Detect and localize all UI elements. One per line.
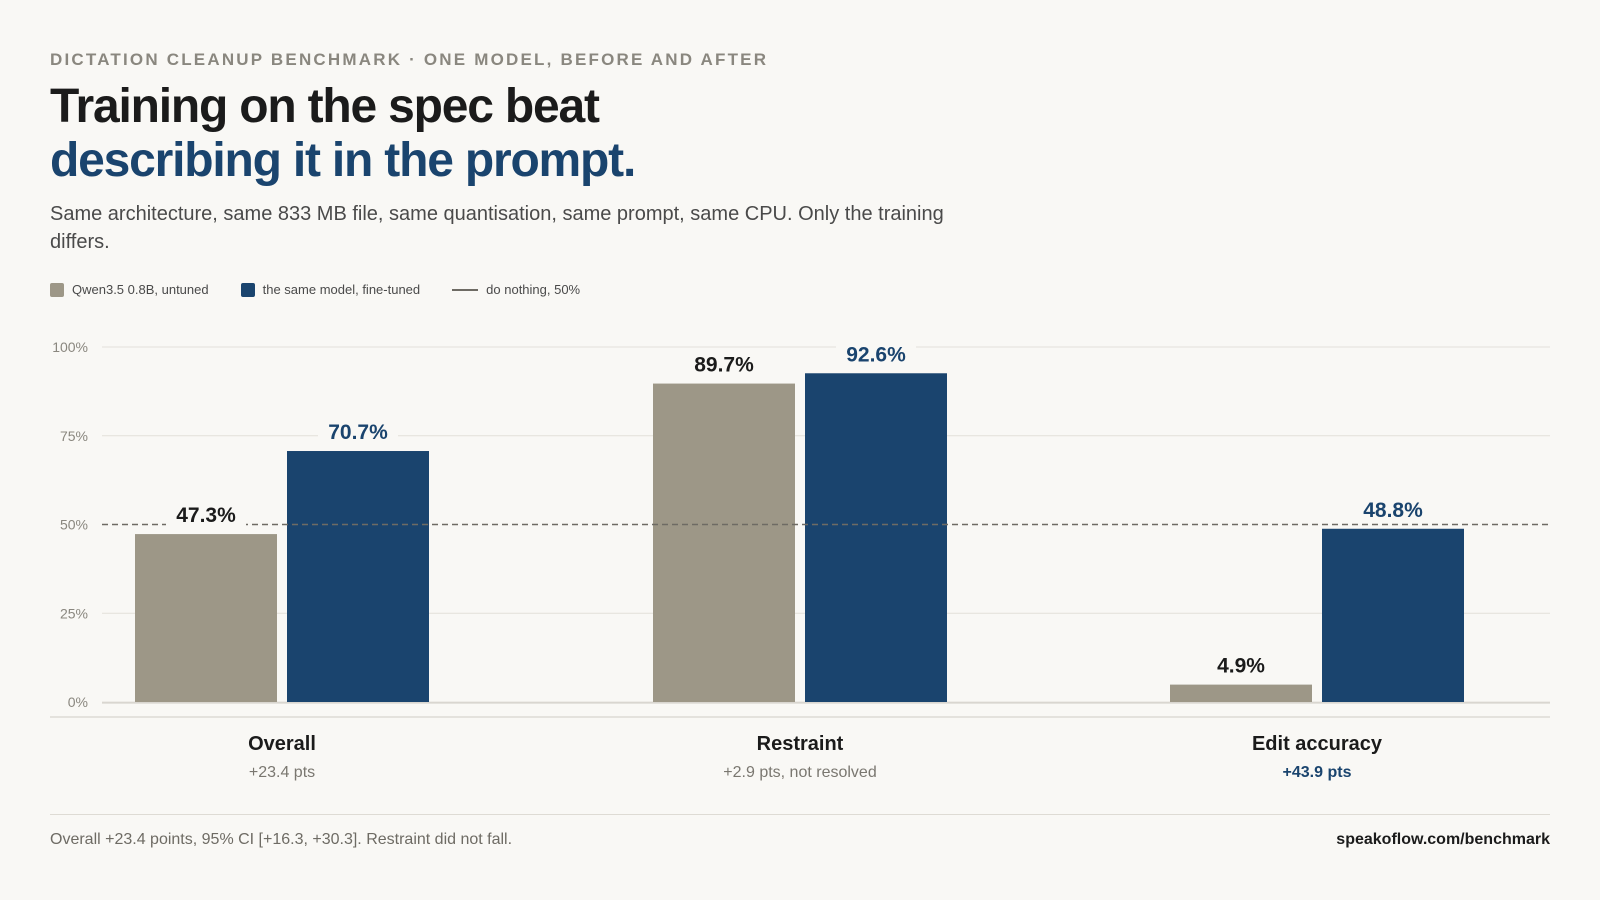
group-label-edit-accuracy: Edit accuracy +43.9 pts xyxy=(1167,733,1467,782)
chart-legend: Qwen3.5 0.8B, untuned the same model, fi… xyxy=(50,282,612,297)
bar-untuned-1 xyxy=(653,383,795,702)
footnote: Overall +23.4 points, 95% CI [+16.3, +30… xyxy=(50,831,513,848)
legend-label-finetuned: the same model, fine-tuned xyxy=(262,282,421,297)
chart-title: Training on the spec beat describing it … xyxy=(50,80,636,188)
footer-divider xyxy=(50,814,1550,815)
group-delta-overall: +23.4 pts xyxy=(248,764,316,781)
group-delta-restraint: +2.9 pts, not resolved xyxy=(723,764,877,781)
data-label: 92.6% xyxy=(846,343,906,366)
bar-chart: 0% 25% 50% 75% 100% 47.3% 89.7% 4.9% 70.7% 92.6% 4… xyxy=(50,339,1550,718)
bar-finetuned-0 xyxy=(287,451,429,702)
group-name-overall: Overall xyxy=(248,733,316,755)
legend-swatch-finetuned xyxy=(240,282,255,297)
legend-item-untuned: Qwen3.5 0.8B, untuned xyxy=(50,282,209,297)
legend-line-baseline xyxy=(452,288,479,291)
data-label-bg xyxy=(166,500,246,529)
data-label: 48.8% xyxy=(1363,499,1423,522)
legend-item-finetuned: the same model, fine-tuned xyxy=(240,282,421,297)
data-label: 47.3% xyxy=(176,504,236,527)
chart-subtitle: Same architecture, same 833 MB file, sam… xyxy=(50,203,944,253)
data-label: 4.9% xyxy=(1217,655,1265,678)
y-tick-label: 25% xyxy=(60,605,88,621)
chart-title-line-1: Training on the spec beat xyxy=(50,80,600,133)
data-label-bg xyxy=(1201,650,1281,679)
group-delta-edit-accuracy: +43.9 pts xyxy=(1282,764,1352,781)
chart-eyebrow: DICTATION CLEANUP BENCHMARK · ONE MODEL,… xyxy=(50,50,769,69)
legend-label-baseline: do nothing, 50% xyxy=(486,282,581,297)
y-tick-label: 50% xyxy=(60,517,88,533)
legend-label-untuned: Qwen3.5 0.8B, untuned xyxy=(72,282,209,297)
y-tick-label: 75% xyxy=(60,428,88,444)
data-label: 70.7% xyxy=(328,421,388,444)
data-label-bg xyxy=(1353,494,1433,523)
data-label: 89.7% xyxy=(694,354,754,377)
bar-finetuned-2 xyxy=(1322,528,1464,702)
bar-untuned-0 xyxy=(135,534,277,702)
group-label-restraint: Restraint +2.9 pts, not resolved xyxy=(650,733,950,782)
bar-untuned-2 xyxy=(1170,684,1312,702)
y-tick-label: 100% xyxy=(52,339,88,355)
legend-item-baseline: do nothing, 50% xyxy=(452,282,580,297)
data-label-bg xyxy=(836,339,916,368)
group-name-restraint: Restraint xyxy=(756,733,844,755)
chart-title-line-2: describing it in the prompt. xyxy=(50,134,636,187)
source-link[interactable]: speakoflow.com/benchmark xyxy=(1336,831,1550,848)
y-tick-label: 0% xyxy=(68,694,88,710)
group-name-edit-accuracy: Edit accuracy xyxy=(1251,733,1383,755)
group-label-overall: Overall +23.4 pts xyxy=(132,733,432,782)
legend-swatch-untuned xyxy=(50,282,64,297)
data-label-bg xyxy=(684,349,764,378)
data-label-bg xyxy=(318,417,398,446)
bar-finetuned-1 xyxy=(805,373,947,702)
